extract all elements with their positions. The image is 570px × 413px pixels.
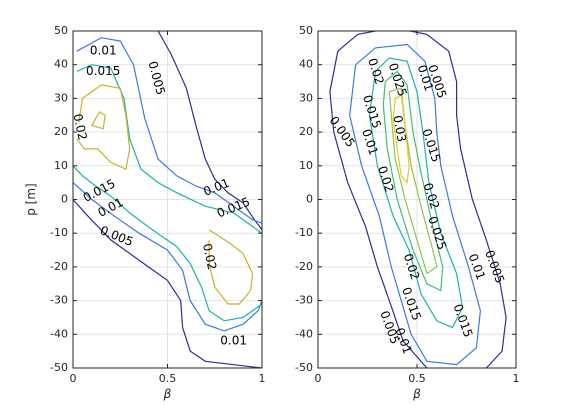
contour-label: 0.01 — [220, 334, 247, 348]
y-tick-label: 50 — [54, 24, 68, 37]
x-tick-label: 0 — [315, 372, 322, 385]
contour-label: 0.03 — [390, 114, 408, 143]
contour-label: 0.01 — [95, 195, 125, 220]
contour-line-0.01 — [73, 182, 262, 332]
contour-label: 0.015 — [86, 64, 120, 78]
contour-line-0.005 — [73, 199, 262, 368]
contour-line-0.03 — [392, 94, 410, 185]
y-tick-label: -50 — [295, 361, 313, 374]
contour-label: 0.02 — [200, 242, 219, 271]
contour-line-0.01 — [76, 37, 262, 224]
y-tick-label: 0 — [61, 193, 68, 206]
x-tick-label: 0.5 — [159, 372, 177, 385]
x-tick-label: 1 — [513, 372, 520, 385]
contour-lines — [73, 31, 262, 368]
contour-line-0.02 — [76, 84, 131, 171]
y-tick-label: -10 — [50, 226, 68, 239]
right-contour-plot: 0.0050.0050.0050.0050.010.010.010.010.01… — [295, 24, 519, 401]
y-tick-label: 20 — [299, 125, 313, 138]
y-tick-label: -10 — [295, 226, 313, 239]
y-tick-label: -20 — [295, 260, 313, 273]
y-axis-label: p [m] — [24, 183, 38, 215]
contour-label: 0.02 — [70, 112, 89, 141]
y-tick-label: 50 — [299, 24, 313, 37]
y-tick-label: 40 — [54, 58, 68, 71]
y-tick-label: -20 — [50, 260, 68, 273]
contour-line-0.015 — [73, 165, 262, 322]
y-tick-label: 10 — [299, 159, 313, 172]
contour-line-0.01 — [349, 43, 482, 366]
x-axis-label: β — [163, 387, 172, 401]
contour-line-0.02 — [208, 229, 254, 305]
contour-label: 0.02 — [421, 181, 443, 211]
contour-label: 0.015 — [215, 195, 252, 221]
contour-line-0.02 — [91, 111, 106, 130]
y-tick-label: 30 — [299, 91, 313, 104]
x-tick-label: 0.5 — [408, 372, 426, 385]
y-tick-label: -30 — [295, 294, 313, 307]
y-tick-label: -40 — [295, 327, 313, 340]
y-tick-label: 0 — [306, 193, 313, 206]
y-tick-label: 30 — [54, 91, 68, 104]
contour-label: 0.01 — [201, 176, 231, 199]
x-tick-label: 0 — [70, 372, 77, 385]
contour-line-0.005 — [157, 31, 262, 231]
y-tick-label: -40 — [50, 327, 68, 340]
contour-label: 0.01 — [90, 44, 117, 58]
x-axis-label: β — [412, 387, 421, 401]
x-tick-label: 1 — [259, 372, 266, 385]
contour-line-0.015 — [368, 57, 464, 329]
y-tick-label: -50 — [50, 361, 68, 374]
y-tick-label: 40 — [299, 58, 313, 71]
contour-lines — [329, 31, 507, 368]
contour-line-0.02 — [382, 70, 444, 292]
y-tick-label: -30 — [50, 294, 68, 307]
contour-label: 0.02 — [365, 56, 387, 86]
contour-line-0.015 — [76, 64, 262, 234]
y-tick-label: 10 — [54, 159, 68, 172]
contour-line-0.005 — [329, 31, 507, 368]
left-contour-plot: 0.0050.0050.010.010.010.010.0150.0150.01… — [24, 24, 266, 401]
contour-label: 0.015 — [451, 302, 476, 339]
contour-label: 0.02 — [375, 164, 397, 194]
y-tick-label: 20 — [54, 125, 68, 138]
